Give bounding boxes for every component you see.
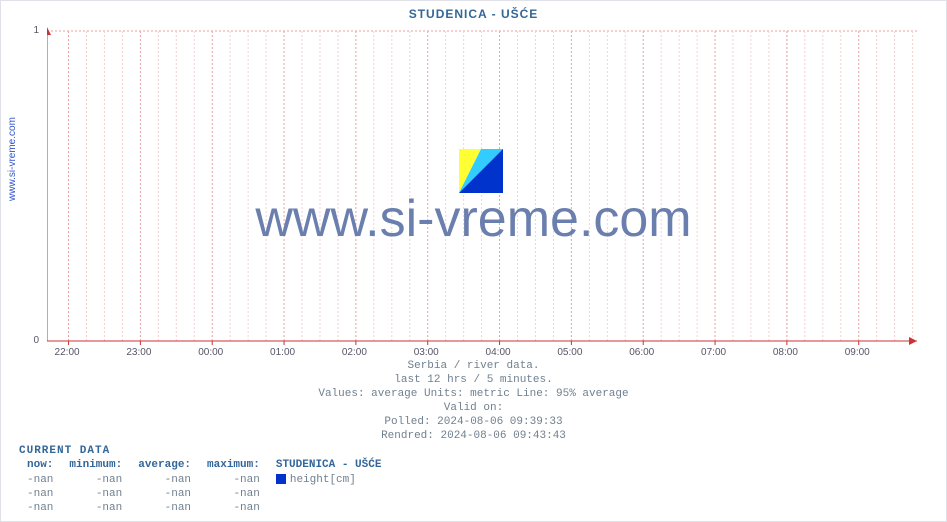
cell-series: height[cm] [268,473,390,487]
cell-max: -nan [199,487,268,501]
x-tick-label: 02:00 [342,347,367,358]
x-tick-label: 08:00 [773,347,798,358]
chart-title: STUDENICA - UŠĆE [1,7,946,21]
x-tick-label: 07:00 [701,347,726,358]
x-tick-label: 09:00 [845,347,870,358]
x-tick-label: 00:00 [198,347,223,358]
x-tick-label: 05:00 [557,347,582,358]
col-average: average: [130,459,199,473]
cell-avg: -nan [130,487,199,501]
cell-avg: -nan [130,501,199,515]
cell-max: -nan [199,501,268,515]
table-header-row: now: minimum: average: maximum: STUDENIC… [19,459,389,473]
y-tick-label: 1 [33,25,39,36]
cell-min: -nan [61,487,130,501]
col-series: STUDENICA - UŠĆE [268,459,390,473]
legend-swatch-icon [276,474,286,484]
info-line: last 12 hrs / 5 minutes. [1,373,946,387]
info-line: Serbia / river data. [1,359,946,373]
cell-now: -nan [19,473,61,487]
cell-now: -nan [19,487,61,501]
chart-container: www.si-vreme.com STUDENICA - UŠĆE 0 1 22:… [0,0,947,522]
x-tick-label: 04:00 [486,347,511,358]
cell-series [268,487,390,501]
table-row: -nan-nan-nan-nan [19,487,389,501]
col-now: now: [19,459,61,473]
info-line: Polled: 2024-08-06 09:39:33 [1,415,946,429]
info-line: Values: average Units: metric Line: 95% … [1,387,946,401]
cell-avg: -nan [130,473,199,487]
current-data-block: CURRENT DATA now: minimum: average: maxi… [19,445,389,515]
info-line: Rendred: 2024-08-06 09:43:43 [1,429,946,443]
x-tick-label: 06:00 [629,347,654,358]
x-tick-label: 03:00 [414,347,439,358]
cell-min: -nan [61,473,130,487]
x-tick-label: 22:00 [55,347,80,358]
plot-area [47,27,919,341]
current-data-table: now: minimum: average: maximum: STUDENIC… [19,459,389,515]
col-minimum: minimum: [61,459,130,473]
x-tick-label: 23:00 [126,347,151,358]
site-url-vertical: www.si-vreme.com [7,117,18,201]
chart-svg [47,27,919,351]
table-row: -nan-nan-nan-nan [19,501,389,515]
cell-series [268,501,390,515]
cell-now: -nan [19,501,61,515]
y-tick-label: 0 [33,335,39,346]
col-maximum: maximum: [199,459,268,473]
table-row: -nan-nan-nan-nanheight[cm] [19,473,389,487]
chart-info: Serbia / river data. last 12 hrs / 5 min… [1,359,946,443]
x-tick-label: 01:00 [270,347,295,358]
current-data-heading: CURRENT DATA [19,445,389,457]
info-line: Valid on: [1,401,946,415]
series-name: height[cm] [290,474,356,486]
cell-min: -nan [61,501,130,515]
cell-max: -nan [199,473,268,487]
